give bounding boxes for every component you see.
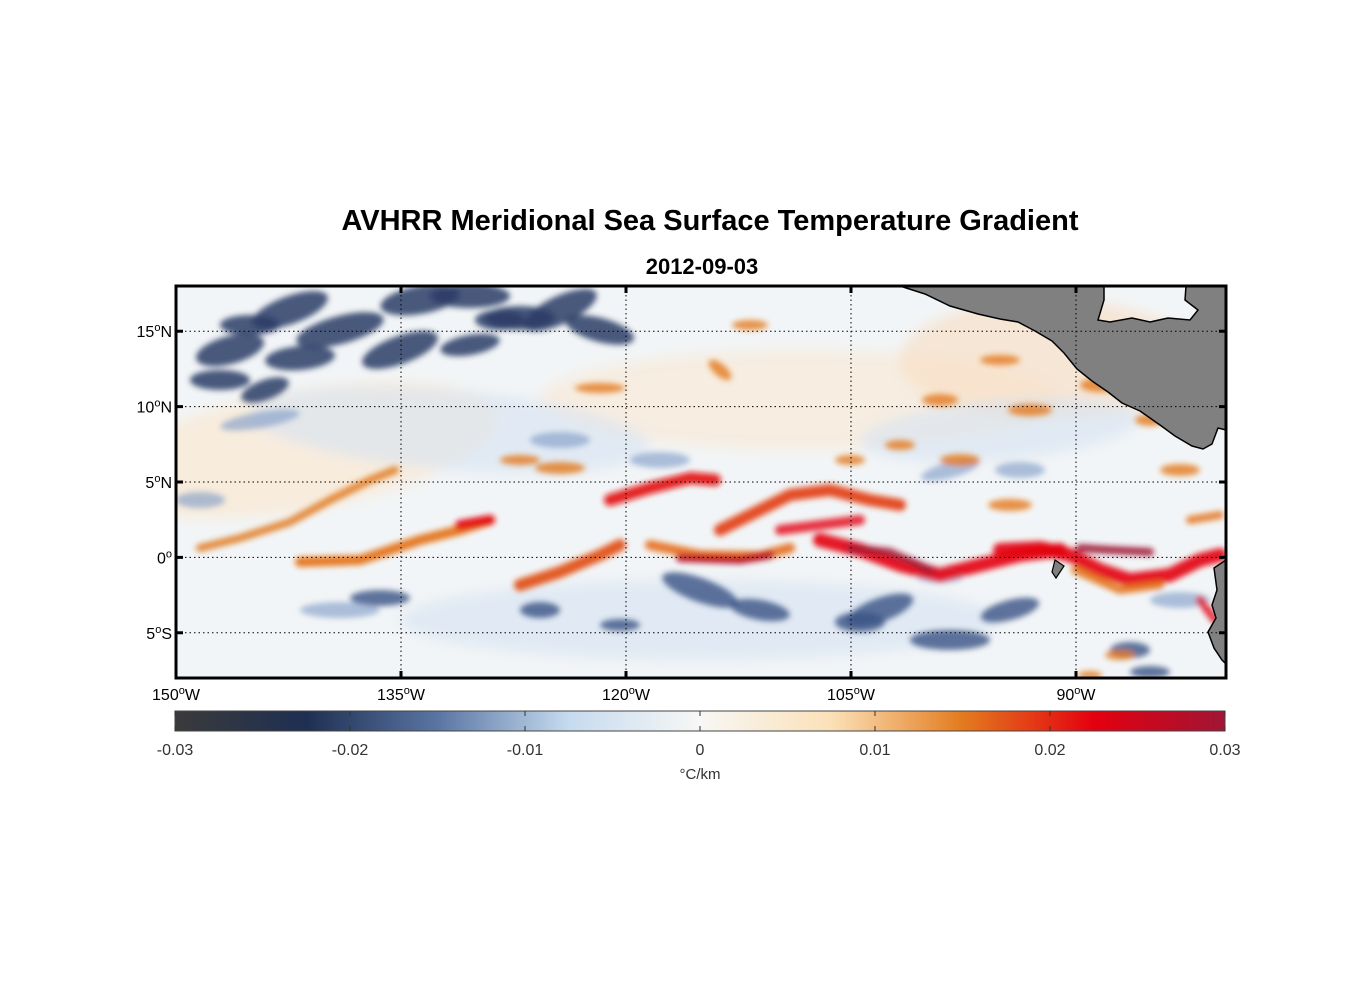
central-america-land — [899, 286, 1226, 450]
colorbar-unit: °C/km — [680, 766, 721, 783]
longitude-label: 90oW — [1056, 685, 1096, 704]
map-panel: 15oN 10oN 5oN 0o 5oS 150oW 135oW 120oW 105oW 90o… — [137, 284, 1228, 704]
longitude-label: 120oW — [602, 685, 651, 704]
longitude-label: 150oW — [152, 685, 201, 704]
latitude-labels: 15oN 10oN 5oN 0o 5oS — [137, 322, 172, 643]
colorbar-tick-label: 0.02 — [1034, 742, 1065, 759]
latitude-label: 0o — [157, 548, 172, 567]
colorbar-tick-label: 0.01 — [859, 742, 890, 759]
land-mass — [899, 286, 1226, 666]
map-subtitle: 2012-09-03 — [645, 254, 759, 279]
colorbar-ticks: -0.03 -0.02 -0.01 0 0.01 0.02 0.03 — [157, 711, 1241, 759]
colorbar-tick-label: 0 — [696, 742, 705, 759]
longitude-labels: 150oW 135oW 120oW 105oW 90oW — [152, 685, 1096, 704]
longitude-label: 135oW — [377, 685, 426, 704]
latitude-label: 5oS — [146, 624, 172, 643]
south-america-land — [1207, 559, 1226, 666]
latitude-label: 5oN — [145, 473, 172, 492]
galapagos-island — [1051, 559, 1065, 580]
map-title: AVHRR Meridional Sea Surface Temperature… — [341, 205, 1079, 237]
axis-ticks — [174, 286, 1226, 678]
latitude-label: 10oN — [137, 398, 172, 417]
colorbar: -0.03 -0.02 -0.01 0 0.01 0.02 0.03 °C/km — [157, 710, 1241, 783]
latitude-label: 15oN — [137, 322, 172, 341]
longitude-label: 105oW — [827, 685, 876, 704]
colorbar-tick-label: -0.02 — [332, 742, 369, 759]
colorbar-tick-label: 0.03 — [1209, 742, 1240, 759]
colorbar-tick-label: -0.01 — [507, 742, 544, 759]
colorbar-tick-label: -0.03 — [157, 742, 194, 759]
